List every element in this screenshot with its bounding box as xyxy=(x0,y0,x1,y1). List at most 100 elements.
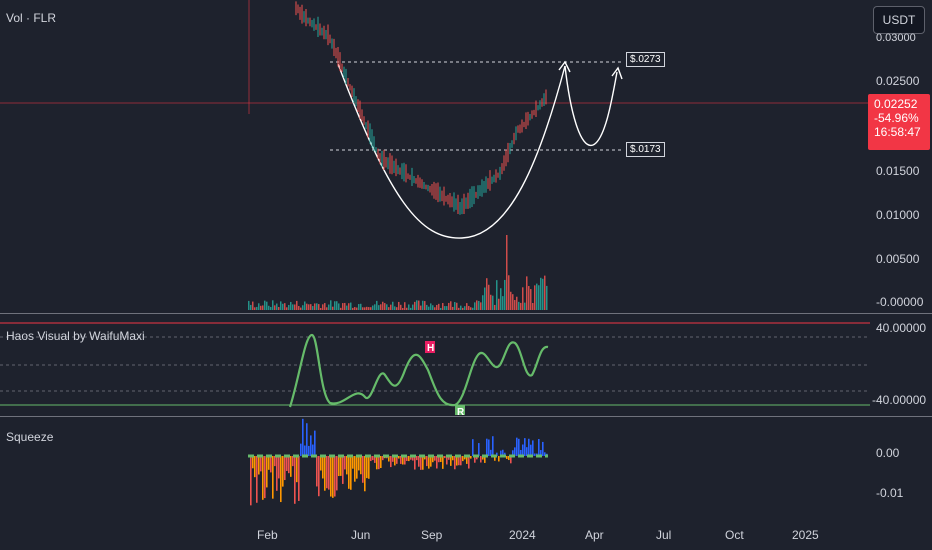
squeeze-bar xyxy=(264,456,266,499)
haos-marker-r-text: R xyxy=(457,407,465,415)
volume-bar xyxy=(330,300,332,310)
squeeze-bar xyxy=(282,456,284,487)
squeeze-bar xyxy=(306,423,308,456)
squeeze-bar xyxy=(346,456,348,475)
volume-bar xyxy=(410,307,412,310)
volume-bar xyxy=(458,307,460,310)
volume-bar xyxy=(386,304,388,310)
volume-bar xyxy=(282,303,284,310)
squeeze-bar xyxy=(520,449,522,456)
volume-bar xyxy=(536,283,538,310)
squeeze-bar xyxy=(332,456,334,498)
squeeze-bar xyxy=(432,456,434,463)
volume-bar xyxy=(294,304,296,310)
volume-bar xyxy=(494,304,496,310)
squeeze-chart-canvas[interactable] xyxy=(0,418,932,518)
volume-bar xyxy=(290,301,292,310)
price-chart-canvas[interactable] xyxy=(0,0,932,312)
time-axis[interactable]: Feb Jun Sep 2024 Apr Jul Oct 2025 xyxy=(0,520,932,550)
volume-bar xyxy=(292,304,294,310)
squeeze-bar xyxy=(414,456,416,470)
squeeze-bar xyxy=(310,435,312,456)
squeeze-pane[interactable]: Squeeze 0.00 -0.01 xyxy=(0,418,932,518)
squeeze-bar xyxy=(368,456,370,479)
volume-bar xyxy=(488,284,490,310)
squeeze-bar xyxy=(288,456,290,474)
volume-bar xyxy=(372,305,374,310)
volume-bar xyxy=(248,300,250,310)
volume-bar xyxy=(456,302,458,310)
symbol-title[interactable]: Vol · FLR xyxy=(6,11,57,25)
volume-bar xyxy=(426,304,428,310)
pane-separator-1[interactable] xyxy=(0,313,932,314)
volume-bar xyxy=(478,300,480,310)
volume-bar xyxy=(502,296,504,310)
volume-bar xyxy=(250,304,252,310)
target-upper-label[interactable]: $.0273 xyxy=(626,52,665,67)
price-change: -54.96% xyxy=(874,111,919,125)
squeeze-bar xyxy=(344,456,346,470)
squeeze-bar xyxy=(304,445,306,456)
squeeze-bar xyxy=(422,456,424,470)
target-lower-label[interactable]: $.0173 xyxy=(626,142,665,157)
volume-bar xyxy=(352,307,354,310)
haos-chart-canvas[interactable]: HR xyxy=(0,315,932,415)
squeeze-bar xyxy=(416,456,418,461)
squeeze-bar xyxy=(482,456,484,460)
volume-bar xyxy=(520,302,522,310)
volume-bar xyxy=(370,307,372,310)
haos-title[interactable]: Haos Visual by WaifuMaxi xyxy=(6,329,145,343)
price-pane[interactable]: Vol · FLR USDT 0.03000 0.02500 0.01500 0… xyxy=(0,0,932,312)
squeeze-bar xyxy=(434,456,436,461)
squeeze-bar xyxy=(266,456,268,488)
squeeze-bar xyxy=(338,456,340,477)
squeeze-bar xyxy=(424,456,426,460)
volume-bar xyxy=(428,306,430,310)
squeeze-bar xyxy=(420,456,422,470)
volume-bar xyxy=(510,291,512,310)
currency-button[interactable]: USDT xyxy=(873,6,925,34)
time-tick-oct: Oct xyxy=(725,528,744,542)
volume-bar xyxy=(538,285,540,310)
squeeze-bar xyxy=(270,456,272,473)
squeeze-bar xyxy=(274,456,276,467)
squeeze-bar xyxy=(448,456,450,460)
volume-bar xyxy=(444,306,446,310)
pane-separator-2[interactable] xyxy=(0,416,932,417)
volume-bar xyxy=(546,285,548,310)
volume-bar xyxy=(374,304,376,310)
volume-bar xyxy=(540,277,542,310)
volume-bar xyxy=(304,301,306,310)
volume-bar xyxy=(406,307,408,310)
volume-bar xyxy=(514,300,516,310)
squeeze-bar xyxy=(276,456,278,491)
volume-bar xyxy=(316,303,318,310)
volume-bar xyxy=(314,303,316,310)
squeeze-bar xyxy=(336,456,338,491)
squeeze-bar xyxy=(460,456,462,466)
squeeze-bar xyxy=(364,456,366,492)
squeeze-bar xyxy=(382,456,384,461)
volume-bar xyxy=(466,303,468,310)
volume-bar xyxy=(414,301,416,310)
volume-bar xyxy=(382,301,384,310)
volume-bar xyxy=(468,305,470,310)
squeeze-bar xyxy=(508,456,510,461)
price-tick-5: -0.00000 xyxy=(876,295,924,309)
volume-bar xyxy=(402,307,404,310)
volume-bar xyxy=(400,304,402,310)
volume-bar xyxy=(442,303,444,310)
squeeze-bar xyxy=(538,439,540,456)
squeeze-bar xyxy=(314,430,316,456)
squeeze-tick-neg: -0.01 xyxy=(876,486,904,500)
squeeze-bar xyxy=(488,439,490,456)
volume-bar xyxy=(404,302,406,310)
squeeze-bar xyxy=(412,456,414,461)
squeeze-title[interactable]: Squeeze xyxy=(6,430,54,444)
volume-bar xyxy=(306,303,308,310)
price-tick-2: 0.01500 xyxy=(876,164,920,178)
squeeze-bar xyxy=(322,456,324,479)
time-tick-jul: Jul xyxy=(656,528,672,542)
squeeze-bar xyxy=(532,440,534,456)
